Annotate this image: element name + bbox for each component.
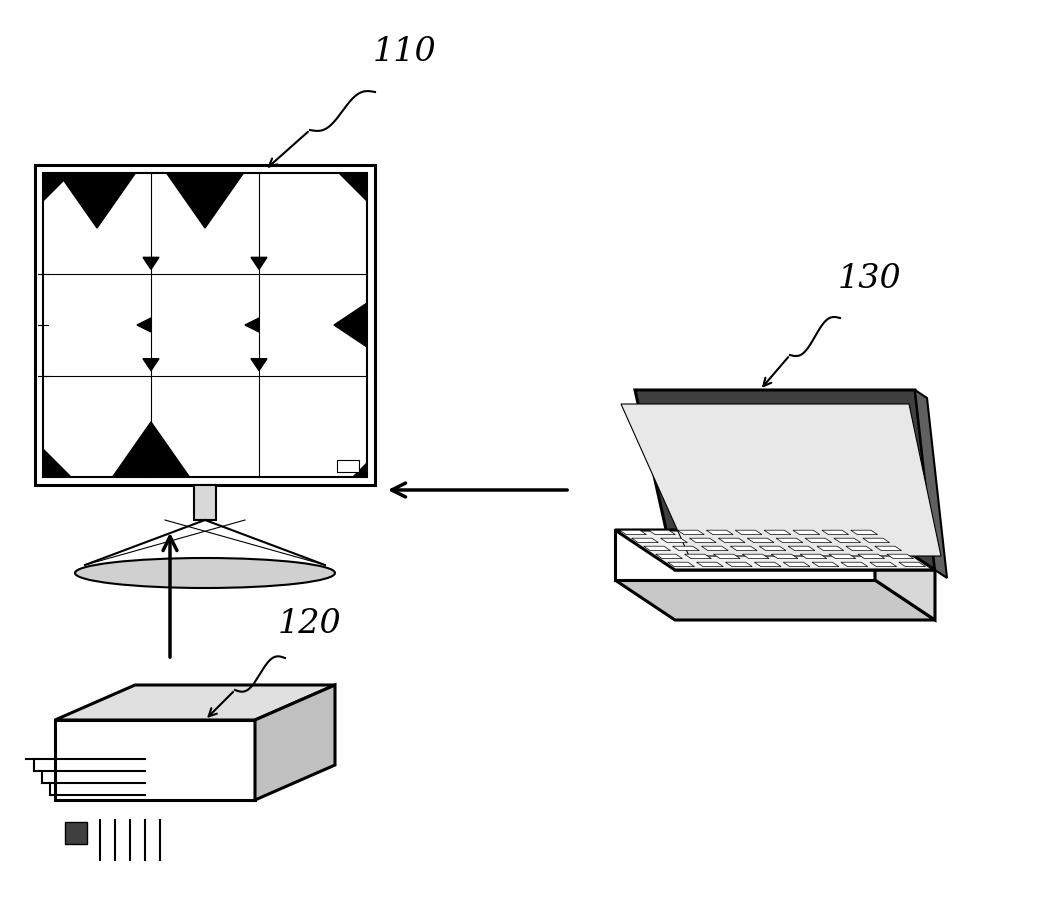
Polygon shape	[829, 554, 856, 559]
Polygon shape	[731, 546, 757, 551]
Polygon shape	[841, 563, 867, 566]
Polygon shape	[886, 554, 914, 559]
Polygon shape	[846, 546, 873, 551]
Polygon shape	[112, 422, 190, 477]
Polygon shape	[725, 563, 752, 566]
Bar	[43, 173, 367, 477]
Polygon shape	[771, 554, 798, 559]
Polygon shape	[793, 530, 820, 535]
Polygon shape	[759, 546, 786, 551]
Polygon shape	[635, 390, 935, 570]
Polygon shape	[143, 257, 159, 269]
Polygon shape	[689, 538, 716, 543]
Polygon shape	[754, 563, 782, 566]
Polygon shape	[776, 538, 803, 543]
Polygon shape	[621, 404, 941, 556]
Polygon shape	[43, 449, 71, 477]
Polygon shape	[812, 563, 839, 566]
Polygon shape	[735, 530, 762, 535]
Polygon shape	[678, 530, 704, 535]
Polygon shape	[245, 318, 259, 332]
Polygon shape	[701, 546, 729, 551]
Polygon shape	[615, 530, 875, 580]
Polygon shape	[55, 720, 255, 800]
Polygon shape	[788, 546, 814, 551]
Polygon shape	[816, 546, 844, 551]
Polygon shape	[656, 554, 682, 559]
Text: 120: 120	[279, 608, 342, 640]
Polygon shape	[615, 530, 935, 570]
Bar	[65, 822, 87, 844]
Bar	[194, 485, 216, 520]
Polygon shape	[143, 359, 159, 371]
Polygon shape	[742, 554, 769, 559]
Polygon shape	[672, 546, 699, 551]
Polygon shape	[822, 530, 848, 535]
Ellipse shape	[75, 558, 335, 588]
Polygon shape	[648, 530, 676, 535]
Polygon shape	[714, 554, 740, 559]
Polygon shape	[869, 563, 897, 566]
Polygon shape	[706, 530, 733, 535]
Polygon shape	[784, 563, 810, 566]
Polygon shape	[684, 554, 712, 559]
Polygon shape	[801, 554, 827, 559]
Polygon shape	[251, 359, 267, 371]
Polygon shape	[875, 530, 935, 620]
Polygon shape	[615, 580, 935, 620]
Polygon shape	[697, 563, 723, 566]
Polygon shape	[765, 530, 791, 535]
Bar	[35, 165, 375, 485]
Polygon shape	[748, 538, 774, 543]
Polygon shape	[718, 538, 746, 543]
Polygon shape	[251, 257, 267, 269]
Polygon shape	[863, 538, 890, 543]
Polygon shape	[255, 685, 335, 800]
Polygon shape	[137, 318, 151, 332]
Text: 110: 110	[373, 36, 437, 68]
Polygon shape	[644, 546, 670, 551]
Polygon shape	[915, 390, 947, 578]
Bar	[337, 460, 359, 472]
Polygon shape	[805, 538, 831, 543]
Polygon shape	[353, 463, 367, 477]
Polygon shape	[620, 530, 646, 535]
Polygon shape	[875, 546, 901, 551]
Polygon shape	[858, 554, 884, 559]
Polygon shape	[334, 303, 367, 347]
Polygon shape	[667, 563, 695, 566]
Polygon shape	[899, 563, 926, 566]
Polygon shape	[631, 538, 659, 543]
Polygon shape	[339, 173, 367, 201]
Polygon shape	[850, 530, 878, 535]
Text: 130: 130	[838, 263, 902, 295]
Polygon shape	[833, 538, 861, 543]
Polygon shape	[166, 173, 244, 228]
Polygon shape	[43, 173, 71, 201]
Polygon shape	[55, 685, 335, 720]
Polygon shape	[58, 173, 136, 228]
Polygon shape	[661, 538, 687, 543]
